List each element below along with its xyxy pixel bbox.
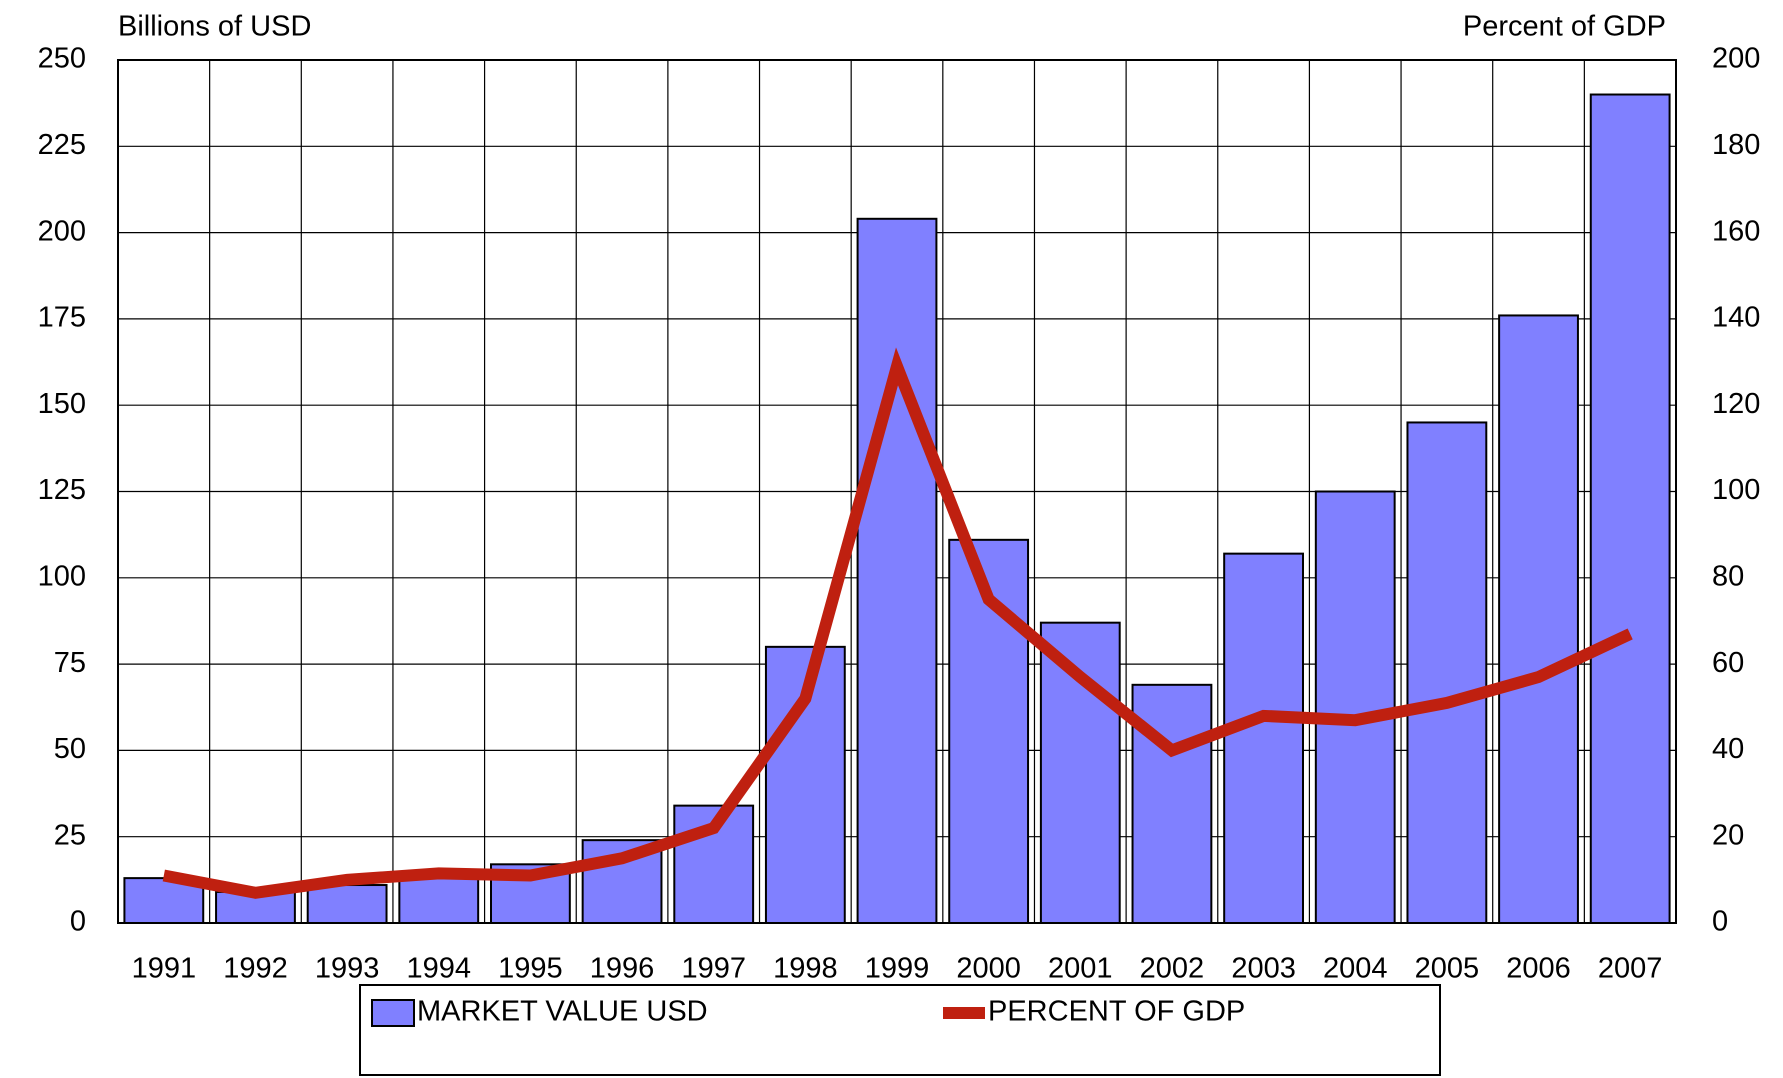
y-tick-label: 100 — [38, 560, 86, 592]
bar — [398, 873, 480, 924]
x-tick-label: 1991 — [132, 953, 197, 985]
legend-label: MARKET VALUE USD — [417, 996, 708, 1028]
bar — [1039, 621, 1121, 925]
x-tick-label: 1996 — [590, 953, 655, 985]
x-tick-label: 2003 — [1231, 953, 1296, 985]
x-tick-label: 2006 — [1506, 953, 1571, 985]
line — [162, 347, 1633, 899]
y2-tick-label: 160 — [1712, 215, 1760, 247]
x-tick-label: 2007 — [1598, 953, 1663, 985]
y2-tick-label: 20 — [1712, 819, 1744, 851]
bar — [1498, 314, 1579, 924]
x-tick-label: 2005 — [1415, 953, 1480, 985]
y2-tick-label: 0 — [1712, 906, 1728, 938]
legend-label: PERCENT OF GDP — [988, 996, 1245, 1028]
y-tick-label: 0 — [70, 906, 86, 938]
y2-tick-label: 80 — [1712, 560, 1744, 592]
x-tick-label: 1998 — [773, 953, 838, 985]
x-tick-label: 1994 — [407, 953, 472, 985]
bar — [1406, 421, 1488, 924]
x-tick-label: 2004 — [1323, 953, 1388, 985]
y-tick-label: 75 — [54, 647, 86, 679]
y2-tick-label: 180 — [1712, 129, 1760, 161]
y2-tick-label: 40 — [1712, 733, 1744, 765]
y-tick-label: 50 — [54, 733, 86, 765]
y2-tick-label: 60 — [1712, 647, 1744, 679]
y-tick-label: 250 — [38, 43, 86, 75]
x-tick-label: 1999 — [865, 953, 930, 985]
y2-tick-label: 120 — [1712, 388, 1760, 420]
y-tick-label: 200 — [38, 215, 86, 247]
x-tick-label: 1995 — [498, 953, 563, 985]
bar — [1314, 490, 1396, 924]
y-tick-label: 225 — [38, 129, 86, 161]
legend-swatch — [943, 1007, 985, 1019]
x-tick-label: 2002 — [1140, 953, 1205, 985]
bar — [1223, 552, 1304, 924]
y2-tick-label: 100 — [1712, 474, 1760, 506]
y-tick-label: 25 — [54, 819, 86, 851]
x-tick-label: 1993 — [315, 953, 380, 985]
y-tick-label: 125 — [38, 474, 86, 506]
bar — [856, 217, 938, 925]
y2-tick-label: 200 — [1712, 43, 1760, 75]
bar — [1589, 93, 1671, 924]
legend-box — [359, 984, 1441, 1076]
x-tick-label: 2001 — [1048, 953, 1113, 985]
y2-axis-label: Percent of GDP — [1463, 11, 1666, 43]
bar — [1131, 683, 1213, 925]
bar — [306, 884, 388, 925]
y-tick-label: 150 — [38, 388, 86, 420]
y-tick-label: 175 — [38, 302, 86, 334]
x-tick-label: 2000 — [956, 953, 1021, 985]
y-axis-label: Billions of USD — [118, 11, 311, 43]
x-tick-label: 1997 — [681, 953, 746, 985]
x-tick-label: 1992 — [223, 953, 288, 985]
y2-tick-label: 140 — [1712, 302, 1760, 334]
legend-swatch — [371, 999, 415, 1027]
